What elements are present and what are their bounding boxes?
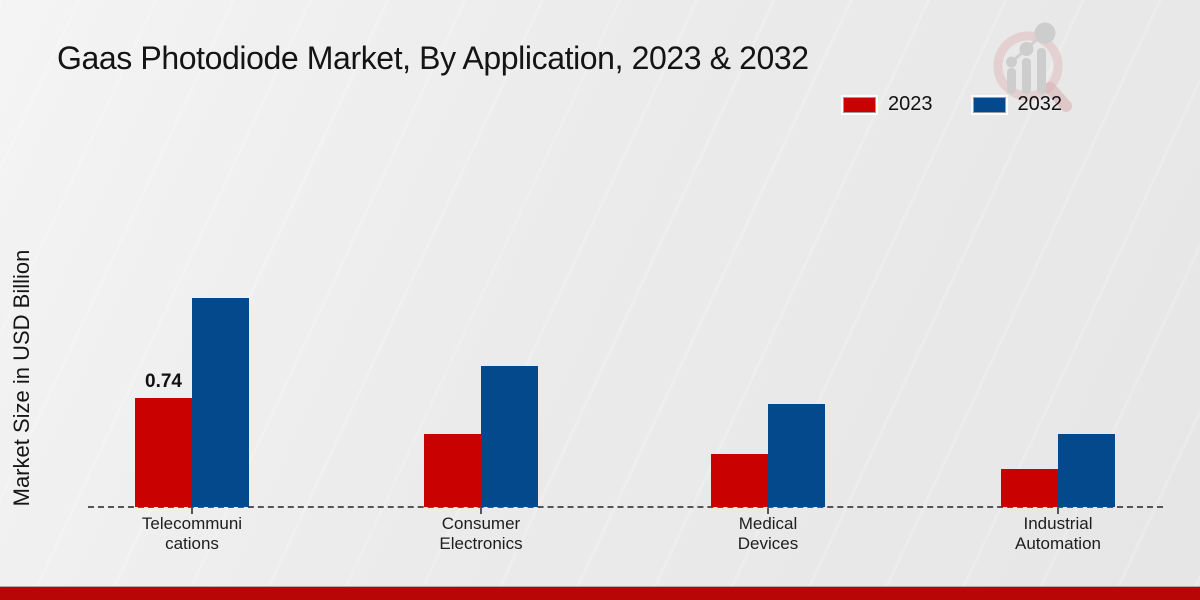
bar-2032-medical-devices: [768, 404, 825, 507]
x-axis-label-medical-devices: Medical Devices: [737, 514, 799, 553]
market-research-logo-icon: [993, 22, 1072, 112]
legend-swatch-2023-icon: [841, 94, 878, 115]
bar-2032-consumer-electronics: [481, 366, 538, 507]
legend: 2023 2032: [841, 93, 1063, 116]
legend-swatch-2032-icon: [970, 94, 1008, 115]
bar-2023-telecommunications: [135, 398, 192, 507]
bar-2023-consumer-electronics: [424, 434, 481, 507]
bar-2023-industrial-automation: [1001, 469, 1058, 507]
bar-2032-industrial-automation: [1058, 434, 1115, 507]
legend-item-2023: 2023: [841, 93, 933, 116]
x-axis-label-consumer-electronics: Consumer Electronics: [439, 514, 523, 553]
bar-2032-telecommunications: [192, 298, 249, 507]
bar-value-label: 0.74: [145, 371, 182, 393]
x-axis-tick-medical-devices: [767, 508, 769, 514]
x-axis-tick-consumer-electronics: [480, 508, 482, 514]
x-axis-label-industrial-automation: Industrial Automation: [1015, 514, 1101, 553]
bar-2023-medical-devices: [711, 454, 768, 507]
legend-label-2023: 2023: [888, 93, 933, 115]
legend-label-2032: 2032: [1017, 93, 1063, 115]
x-axis-tick-industrial-automation: [1057, 508, 1059, 514]
bottom-accent-bar: [0, 587, 1200, 600]
x-axis-label-telecommunications: Telecommuni cations: [141, 514, 243, 553]
chart-title: Gaas Photodiode Market, By Application, …: [57, 40, 809, 76]
x-axis-baseline: [88, 506, 1163, 508]
x-axis-tick-telecommunications: [191, 508, 193, 514]
legend-item-2032: 2032: [970, 93, 1063, 116]
